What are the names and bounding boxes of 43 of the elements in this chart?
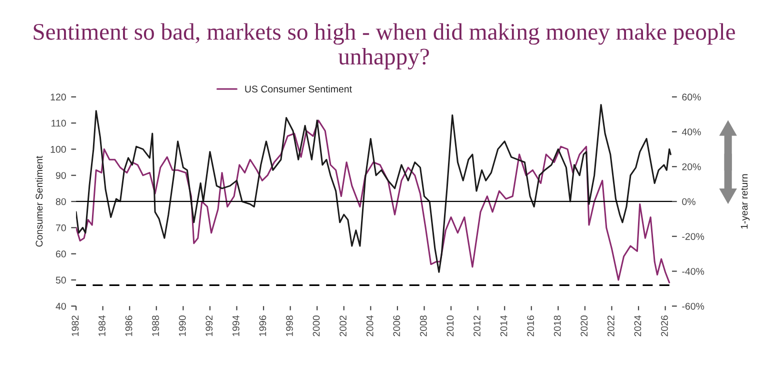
x-tick-label: 2002 xyxy=(340,316,346,336)
x-tick-label: 1986 xyxy=(125,316,132,336)
y2-tick-label: -60% xyxy=(682,302,704,310)
x-tick-label: 2004 xyxy=(366,315,374,336)
y2-tick-label: 40% xyxy=(682,128,701,136)
y-tick-label: 110 xyxy=(52,120,66,127)
y2-tick-label: 0% xyxy=(682,198,696,206)
x-tick-label: 2014 xyxy=(500,315,508,336)
x-tick-label: 1982 xyxy=(72,316,79,336)
y-tick-label: 90 xyxy=(56,172,66,179)
chart-title: Sentiment so bad, markets so high - when did making money make people unhappy? xyxy=(34,23,735,70)
y2-tick-label: -40% xyxy=(682,268,704,275)
legend-label: US Consumer Sentiment xyxy=(245,85,352,92)
x-tick-label: 2000 xyxy=(312,316,320,336)
x-tick-label: 1998 xyxy=(286,316,293,336)
x-tick-label: 2012 xyxy=(474,316,480,336)
y-tick-label: 100 xyxy=(50,146,66,153)
x-tick-label: 2016 xyxy=(527,316,534,336)
y-tick-label: 70 xyxy=(56,224,66,232)
y-tick-label: 50 xyxy=(56,276,66,284)
x-tick-label: 2010 xyxy=(446,316,454,336)
y-tick-label: 40 xyxy=(56,302,66,310)
y-tick-label: 60 xyxy=(56,250,66,258)
x-tick-label: 2020 xyxy=(580,316,588,336)
x-tick-label: 1994 xyxy=(232,315,240,336)
x-tick-label: 2006 xyxy=(393,316,400,336)
x-tick-label: 2008 xyxy=(420,316,427,336)
y2-tick-label: 20% xyxy=(682,163,701,170)
y2-tick-label: 60% xyxy=(682,94,701,101)
x-tick-label: 2024 xyxy=(634,315,642,336)
x-tick-label: 2018 xyxy=(554,316,561,336)
y-tick-label: 80 xyxy=(56,198,66,206)
x-tick-label: 2022 xyxy=(607,316,614,336)
x-tick-label: 1996 xyxy=(259,316,266,336)
x-tick-label: 1984 xyxy=(98,315,106,336)
x-tick-label: 2026 xyxy=(661,316,668,336)
y-tick-label: 120 xyxy=(50,94,66,101)
x-tick-label: 1988 xyxy=(152,316,159,336)
y2-axis-title: 1-year return xyxy=(740,174,750,229)
y2-tick-label: -20% xyxy=(682,233,704,240)
y-axis-title: Consumer Sentiment xyxy=(35,156,43,247)
x-tick-label: 1992 xyxy=(206,316,213,336)
x-tick-label: 1990 xyxy=(178,316,186,336)
